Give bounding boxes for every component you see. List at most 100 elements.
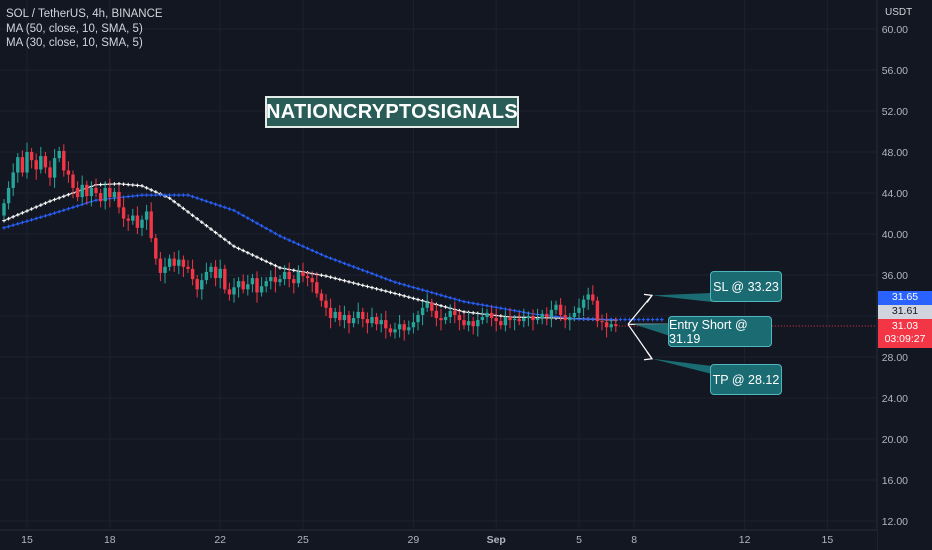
candle-body: [586, 294, 590, 300]
ma-point: [172, 199, 176, 204]
ma-point: [200, 197, 204, 202]
candle-body: [16, 157, 20, 173]
ma-point: [112, 182, 117, 186]
candle-body: [526, 316, 531, 319]
currency-label[interactable]: USDT: [885, 7, 913, 18]
ma-point: [512, 308, 517, 313]
candle-body: [568, 317, 572, 321]
ma-point: [453, 297, 457, 301]
candle-body: [319, 293, 324, 301]
sl-callout-tail: [652, 293, 712, 302]
ma-point: [384, 276, 388, 281]
x-tick-label: 15: [822, 534, 834, 546]
ma-point: [195, 216, 199, 221]
ma-point: [425, 289, 429, 294]
candle-body: [204, 271, 209, 281]
ma-point: [310, 248, 314, 253]
symbol-title[interactable]: SOL / TetherUS, 4h, BINANCE: [6, 8, 163, 20]
ma-point: [29, 207, 34, 211]
ma-point: [200, 220, 204, 225]
ma-point: [186, 210, 190, 214]
candle-body: [57, 150, 61, 159]
candle-body: [609, 324, 613, 328]
candle-body: [563, 314, 567, 321]
ma-point: [434, 292, 439, 296]
x-tick-label: 25: [297, 534, 309, 546]
ma-point: [361, 268, 365, 273]
ma-point: [379, 288, 383, 292]
candle-body: [581, 299, 586, 308]
candle-body: [453, 310, 457, 315]
ma-point: [632, 317, 636, 322]
candle-body: [324, 300, 328, 308]
ma-point: [623, 317, 627, 322]
ma-point: [361, 283, 365, 288]
ma-point: [218, 204, 222, 208]
ma-point: [351, 281, 356, 285]
ma-point: [466, 300, 471, 305]
ma-point: [227, 207, 232, 211]
ma-point: [319, 252, 324, 257]
ma30-legend[interactable]: MA (30, close, 10, SMA, 5): [6, 37, 143, 49]
ma-point: [443, 305, 448, 309]
candle-body: [595, 300, 600, 322]
ma-point: [655, 317, 659, 322]
ma-point: [94, 198, 98, 202]
entry-short-label[interactable]: Entry Short @ 31.19: [668, 316, 772, 347]
time-axis: 15 18 22 25 29 Sep 5 8 12 15: [0, 529, 877, 550]
sl-arrowhead: [643, 293, 654, 303]
candle-body: [292, 279, 296, 284]
candle-body: [209, 266, 213, 272]
candle-body: [241, 281, 245, 290]
ma-point: [627, 317, 632, 322]
candle-body: [338, 311, 342, 321]
ma-point: [591, 317, 595, 322]
ma-point: [439, 303, 443, 308]
ma-point: [20, 220, 25, 225]
candle-body: [149, 211, 153, 239]
ma-point: [430, 290, 434, 295]
candle-body: [388, 328, 393, 333]
take-profit-label[interactable]: TP @ 28.12: [710, 364, 782, 395]
ma-point: [485, 303, 489, 308]
x-tick-label: 12: [739, 534, 751, 546]
candle-body: [485, 312, 489, 318]
ma-point: [374, 273, 379, 278]
candle-body: [508, 317, 512, 321]
ma-point: [181, 193, 186, 197]
candle-body: [135, 215, 140, 228]
x-tick-label: 5: [576, 534, 582, 546]
ma-point: [388, 278, 393, 283]
candle-body: [223, 268, 227, 290]
ma-point: [554, 314, 558, 319]
ma-path: [3, 183, 616, 321]
candle-body: [94, 187, 98, 193]
candle-body: [269, 277, 273, 282]
ma-point: [292, 268, 296, 273]
stop-loss-label[interactable]: SL @ 33.23: [710, 271, 782, 302]
ma-point: [66, 192, 71, 197]
candle-body: [140, 219, 144, 228]
ma-point: [338, 259, 342, 264]
ma-point: [177, 203, 181, 207]
ma50-legend[interactable]: MA (50, close, 10, SMA, 5): [6, 22, 143, 35]
candle-body: [301, 271, 305, 277]
ma-point: [416, 297, 420, 302]
ma-point: [16, 213, 20, 217]
candle-body: [439, 318, 443, 321]
ma-point: [195, 196, 199, 200]
candle-body: [29, 152, 34, 161]
candle-body: [186, 266, 190, 269]
candle-body: [52, 158, 57, 178]
tp-arrowhead: [643, 351, 654, 361]
candle-body: [236, 281, 241, 288]
y-tick-label: 48.00: [882, 147, 908, 159]
ma-point: [172, 193, 176, 197]
ma-point: [347, 280, 351, 284]
ma-point: [370, 271, 374, 276]
ma-point: [241, 248, 245, 253]
candle-body: [250, 278, 255, 285]
candle-body: [287, 271, 291, 280]
candle-body: [85, 184, 89, 197]
